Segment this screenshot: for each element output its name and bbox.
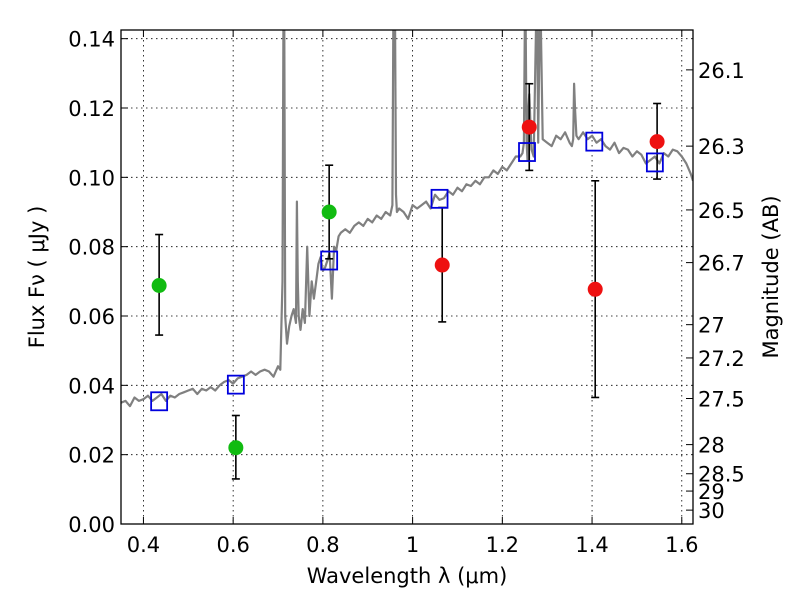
green-data-point [151,277,167,293]
model-square-marker [585,131,604,152]
x-tick-label: 1.6 [665,533,698,557]
right-tick-label: 26.3 [698,135,745,159]
right-tick-label: 26.7 [698,252,745,276]
model-square-marker [320,250,339,271]
plot-frame [120,29,694,525]
y-tick-label: 0.06 [68,305,115,329]
template-spectrum-line [121,30,693,408]
y-tick-label: 0.08 [68,236,115,260]
plot-area [121,30,693,480]
y-tick-label: 0.10 [68,166,115,190]
right-tick-label: 30 [698,499,725,523]
y-axis-label-right: Magnitude (AB) [759,195,783,358]
x-tick-label: 0.6 [216,533,249,557]
y-tick-label: 0.14 [68,28,115,52]
x-axis-label: Wavelength λ (μm) [307,564,508,588]
x-tick-label: 1.4 [575,533,608,557]
y-tick-label: 0.00 [68,513,115,537]
model-square-marker [518,142,536,162]
right-tick-label: 27 [698,314,725,338]
red-data-point [649,134,665,150]
axes: 0.4 0.6 0.8 1 1.2 1.4 1.6 0.00 0.02 0.04 0.06 0.08 0… [68,28,745,557]
x-tick-label: 0.4 [127,533,160,557]
y-tick-label: 0.04 [68,374,115,398]
y-axis-label: Flux Fν ( μJy ) [25,206,49,349]
model-square-marker [226,374,245,395]
red-data-point [521,119,537,135]
right-tick-label: 28.5 [698,463,745,487]
green-data-point [228,440,244,456]
x-tick-label: 1 [406,533,419,557]
green-data-point [321,204,337,220]
right-tick-label: 27.2 [698,347,745,371]
x-tick-label: 1.2 [486,533,519,557]
right-tick-label: 26.1 [698,59,745,83]
right-tick-label: 27.5 [698,388,745,412]
right-tick-label: 26.5 [698,199,745,223]
model-square-marker [430,188,449,209]
right-tick-label: 29 [698,480,725,504]
y-tick-label: 0.02 [68,444,115,468]
right-tick-label: 28 [698,434,725,458]
model-square-marker [150,391,169,412]
model-square-marker [645,152,664,173]
red-data-point [434,257,450,273]
grid [121,30,693,525]
x-tick-label: 0.8 [306,533,339,557]
y-tick-label: 0.12 [68,97,115,121]
red-data-point [587,281,603,297]
